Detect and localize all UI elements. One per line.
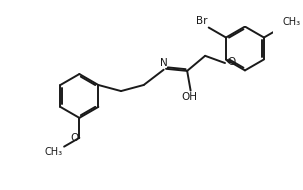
Text: Br: Br — [196, 16, 208, 26]
Text: N: N — [160, 58, 168, 68]
Text: OH: OH — [182, 92, 198, 102]
Text: CH₃: CH₃ — [45, 147, 62, 158]
Text: O: O — [70, 133, 78, 143]
Text: CH₃: CH₃ — [282, 17, 300, 27]
Text: O: O — [227, 57, 236, 67]
